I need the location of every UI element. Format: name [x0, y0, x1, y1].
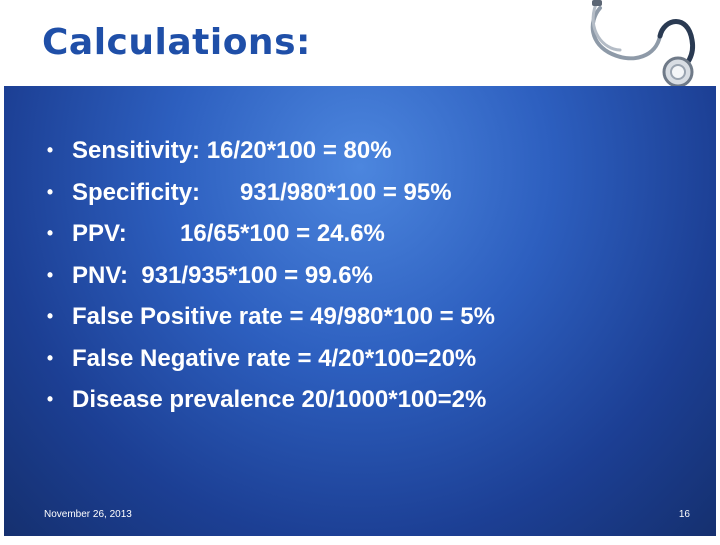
bullet-item-sensitivity: • Sensitivity: 16/20*100 = 80% [42, 130, 702, 172]
bullet-text: PPV: 16/65*100 = 24.6% [72, 220, 385, 247]
bullet-text: PNV: 931/935*100 = 99.6% [72, 261, 373, 289]
bullet-item-disease-prevalence: • Disease prevalence 20/1000*100=2% [42, 379, 702, 421]
footer-date: November 26, 2013 [44, 509, 132, 520]
bullet-item-false-negative-rate: • False Negative rate = 4/20*100=20% [42, 338, 702, 380]
slide-title: Calculations: [42, 22, 311, 63]
bullet-marker: • [46, 264, 54, 285]
bullet-marker: • [46, 140, 54, 160]
bullet-text: Disease prevalence 20/1000*100=2% [72, 386, 487, 413]
bullet-marker: • [46, 181, 54, 202]
bullet-text: Sensitivity: 16/20*100 = 80% [72, 137, 392, 164]
page-number: 16 [678, 509, 690, 520]
bullet-marker: • [46, 389, 54, 409]
bullet-text: Specificity: 931/980*100 = 95% [72, 178, 452, 206]
bullet-item-specificity: • Specificity: 931/980*100 = 95% [42, 172, 702, 214]
bullet-item-false-positive-rate: • False Positive rate = 49/980*100 = 5% [42, 296, 702, 338]
content-panel [4, 86, 716, 536]
bullet-marker: • [46, 306, 54, 326]
bullet-text: False Negative rate = 4/20*100=20% [72, 344, 477, 372]
bullet-text: False Positive rate = 49/980*100 = 5% [72, 303, 495, 330]
bullet-marker: • [46, 223, 54, 243]
bullet-item-pnv: • PNV: 931/935*100 = 99.6% [42, 255, 702, 297]
bullet-list: • Sensitivity: 16/20*100 = 80% • Specifi… [42, 130, 702, 421]
bullet-item-ppv: • PPV: 16/65*100 = 24.6% [42, 213, 702, 255]
bullet-marker: • [46, 347, 54, 368]
stethoscope-icon [590, 0, 696, 88]
